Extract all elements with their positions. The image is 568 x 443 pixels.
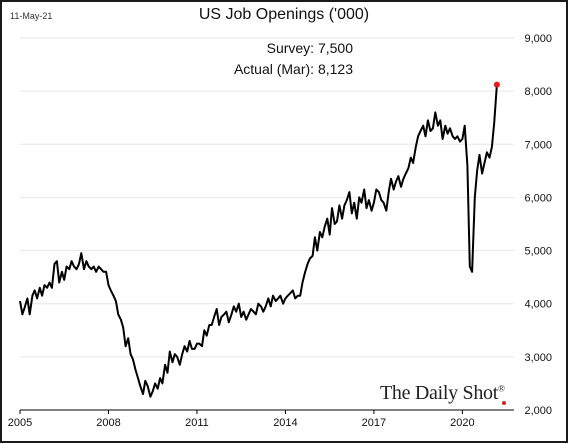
chart-date: 11-May-21 <box>10 11 53 21</box>
y-tick-label: 6,000 <box>524 192 552 204</box>
x-tick-label: 2008 <box>96 417 120 429</box>
y-tick-label: 4,000 <box>524 299 552 311</box>
y-tick-label: 2,000 <box>524 405 552 417</box>
y-tick-label: 8,000 <box>524 86 552 98</box>
x-tick-label: 2017 <box>362 417 386 429</box>
x-tick-label: 2005 <box>8 417 32 429</box>
y-tick-label: 7,000 <box>524 139 552 151</box>
y-tick-label: 9,000 <box>524 33 552 45</box>
brand-name: The Daily Shot <box>380 382 499 404</box>
x-tick-label: 2020 <box>450 417 474 429</box>
y-tick-label: 5,000 <box>524 246 552 258</box>
actual-annotation: Actual (Mar): 8,123 <box>233 61 353 77</box>
survey-annotation: Survey: 7,500 <box>266 40 353 56</box>
brand-dot <box>502 401 506 405</box>
job-openings-line <box>19 84 498 398</box>
y-tick-label: 3,000 <box>524 352 552 364</box>
brand-logo: The Daily Shot® <box>380 382 505 405</box>
latest-value-marker <box>493 81 500 88</box>
x-tick-label: 2014 <box>273 417 297 429</box>
registered-mark: ® <box>498 383 505 394</box>
chart-title: US Job Openings ('000) <box>198 6 370 23</box>
x-tick-label: 2011 <box>185 417 209 429</box>
